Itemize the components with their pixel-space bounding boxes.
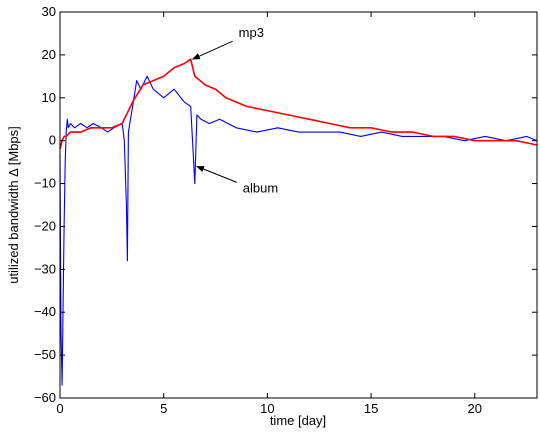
- y-tick-label: −30: [34, 261, 56, 276]
- tick-layer: 0 5 10 15 20 −60 −50 −40 −30 −20 −10 0 10 20 30: [34, 4, 537, 416]
- x-tick-label: 15: [364, 401, 378, 416]
- x-axis-label: time [day]: [270, 413, 326, 428]
- plot-area: [60, 12, 537, 398]
- x-tick-label: 5: [160, 401, 167, 416]
- y-tick-label: −10: [34, 176, 56, 191]
- series-layer: [59, 58, 538, 386]
- y-tick-label: −60: [34, 390, 56, 405]
- y-tick-label: 20: [42, 47, 56, 62]
- y-tick-label: −40: [34, 304, 56, 319]
- y-tick-label: 30: [42, 4, 56, 19]
- x-tick-label: 20: [468, 401, 482, 416]
- y-tick-label: −50: [34, 347, 56, 362]
- annotation-mp3: mp3: [239, 25, 264, 40]
- annotation-arrow-mp3: [191, 40, 233, 60]
- series-mp3-line: [59, 58, 538, 150]
- y-tick-label: 0: [49, 133, 56, 148]
- annotation-album: album: [243, 180, 278, 195]
- annotation-arrow-album: [196, 165, 237, 183]
- plot-frame: [59, 11, 538, 399]
- annotation-layer: mp3 album: [191, 25, 278, 195]
- x-tick-label: 10: [260, 401, 274, 416]
- y-axis-label: utilized bandwidth Δ [Mbps]: [6, 126, 21, 284]
- y-tick-label: −20: [34, 218, 56, 233]
- x-tick-label: 0: [56, 401, 63, 416]
- y-tick-label: 10: [42, 90, 56, 105]
